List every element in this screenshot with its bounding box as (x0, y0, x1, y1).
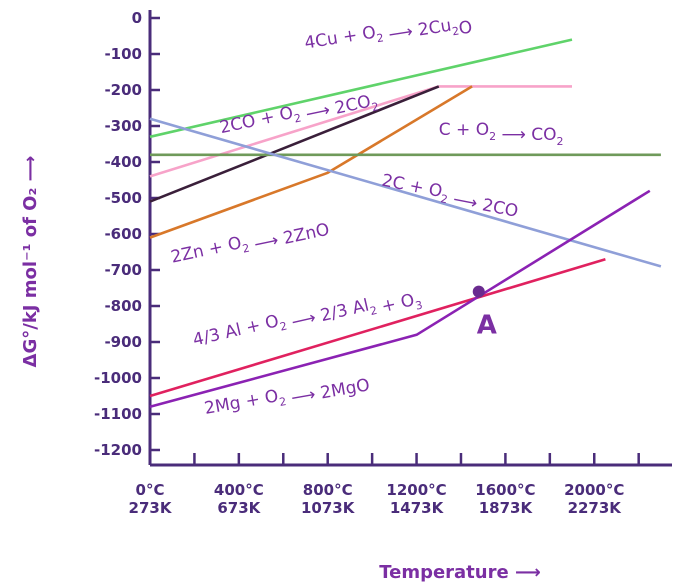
y-tick-label: -1200 (94, 441, 142, 459)
y-tick-label: -800 (104, 297, 142, 315)
x-tick-label-k: 673K (217, 499, 261, 517)
y-tick-label: -400 (104, 153, 142, 171)
series-line-cu (149, 38, 573, 139)
x-axis-title: Temperature ⟶ (379, 562, 541, 583)
reaction-label-c_co: 2C + O2 ⟶ 2CO (379, 171, 521, 222)
marker-group: A (472, 285, 497, 341)
series-line-mg (149, 189, 651, 409)
y-tick-label: -700 (104, 261, 142, 279)
x-tick-label-c: 1600°C (475, 481, 535, 499)
y-tick-label: -100 (104, 45, 142, 63)
y-tick-label: -1100 (94, 405, 142, 423)
reaction-label-c_co2: C + O2 ⟶ CO2 (439, 120, 564, 148)
y-tick-label: 0 (132, 9, 142, 27)
y-tick-label: -200 (104, 81, 142, 99)
series-line-black (149, 85, 440, 203)
reaction-label-cu: 4Cu + O2 ⟶ 2Cu2O (303, 8, 474, 64)
reaction-label-mg: 2Mg + O2 ⟶ 2MgO (203, 370, 371, 424)
x-tick-label-c: 400°C (214, 481, 264, 499)
x-tick-label-k: 273K (129, 499, 173, 517)
x-tick-label-c: 1200°C (386, 481, 446, 499)
y-tick-label: -300 (104, 117, 142, 135)
series-line-al (149, 257, 606, 398)
reaction-label-co2co: 2CO + O2 ⟶ 2CO2 (218, 85, 380, 146)
x-tick-label-k: 1073K (301, 499, 356, 517)
y-tick-label: -900 (104, 333, 142, 351)
x-tick-label-k: 2273K (568, 499, 623, 517)
x-tick-label-k: 1473K (390, 499, 445, 517)
y-tick-label: -600 (104, 225, 142, 243)
y-tick-label: -1000 (94, 369, 142, 387)
series-line-zn (149, 85, 473, 239)
point-label-a: A (477, 311, 497, 341)
x-tick-label-c: 2000°C (564, 481, 624, 499)
y-tick-label: -500 (104, 189, 142, 207)
x-tick-label-c: 800°C (303, 481, 353, 499)
y-axis-title: ΔG°/kJ mol⁻¹ of O₂ ⟶ (20, 156, 41, 368)
reaction-label-zn: 2Zn + O2 ⟶ 2ZnO (169, 215, 331, 273)
series-line-co2co (149, 85, 440, 178)
intersection-point-a (472, 285, 485, 298)
axes: 0 -100 -200 -300 -400 -500 -600 -700 -800 -900 -10… (20, 9, 672, 583)
x-tick-label-k: 1873K (479, 499, 534, 517)
series-group (149, 38, 662, 409)
annotations-group: 4Cu + O2 ⟶ 2Cu2O 2CO + O2 ⟶ 2CO2 C + O2 ⟶ … (169, 8, 564, 424)
series-line-c_co (149, 117, 662, 268)
x-tick-label-c: 0°C (136, 481, 165, 499)
reaction-label-al: 4/3 Al + O2 ⟶ 2/3 Al2 + O3 (191, 279, 424, 363)
